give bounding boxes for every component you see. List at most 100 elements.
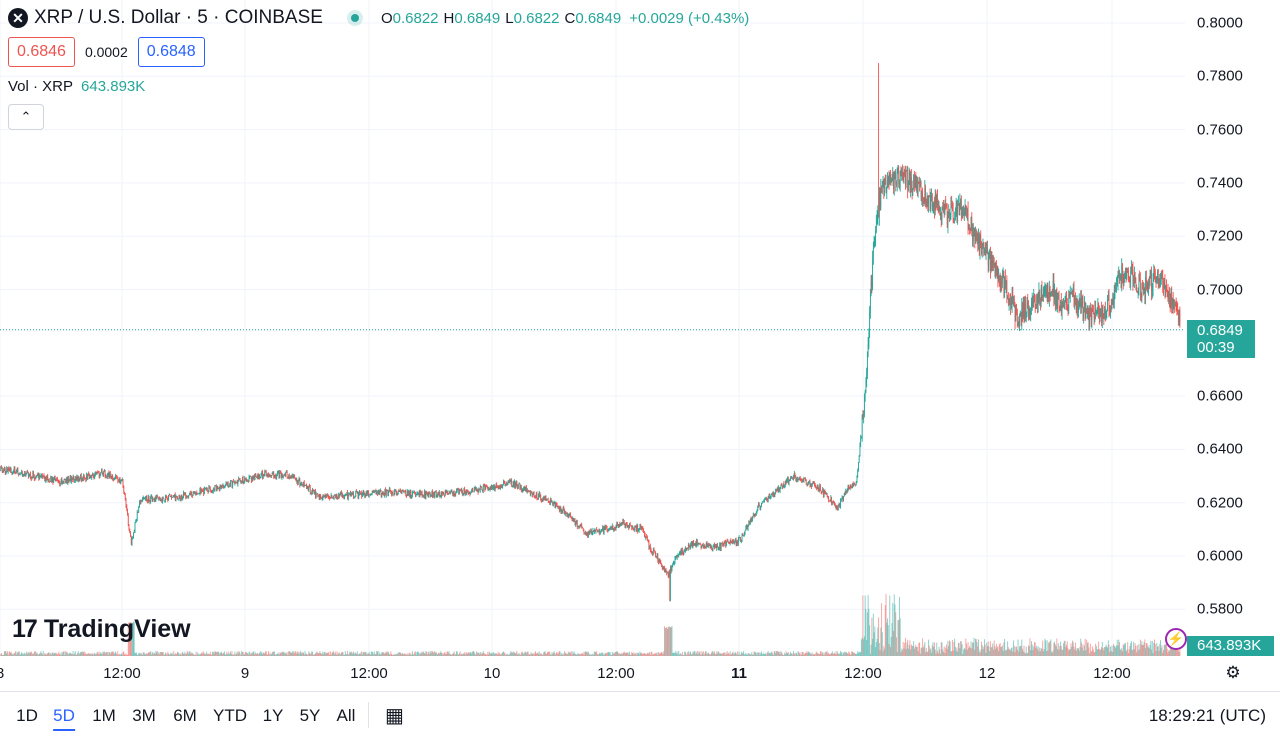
volume-bar xyxy=(276,653,278,656)
volume-bar xyxy=(684,651,686,656)
candle-body xyxy=(585,532,586,534)
candle-body xyxy=(1113,297,1114,305)
volume-bar xyxy=(1074,649,1076,656)
candle-body xyxy=(74,481,75,482)
price-chart[interactable] xyxy=(0,0,1280,690)
volume-bar xyxy=(789,653,791,656)
volume-bar xyxy=(973,637,975,656)
market-status-icon[interactable] xyxy=(350,14,359,22)
collapse-legend-button[interactable]: ⌃ xyxy=(8,104,44,130)
candle-body xyxy=(1100,310,1102,315)
volume-legend[interactable]: Vol · XRP 643.893K xyxy=(8,78,145,95)
tradingview-logo[interactable]: 17 TradingView xyxy=(12,615,191,644)
volume-bar xyxy=(596,654,598,656)
volume-bar xyxy=(586,651,588,656)
volume-bar xyxy=(50,652,52,656)
volume-bar xyxy=(284,653,286,656)
timeframe-1m-button[interactable]: 1M xyxy=(92,706,116,725)
volume-bar xyxy=(61,654,63,656)
volume-bar xyxy=(661,652,663,656)
volume-bar xyxy=(45,654,47,656)
candle-body xyxy=(195,492,197,495)
utc-clock[interactable]: 18:29:21 (UTC) xyxy=(1148,706,1266,725)
volume-bar xyxy=(710,654,712,656)
timeframe-1d-button[interactable]: 1D xyxy=(16,706,38,725)
volume-bar xyxy=(534,651,536,656)
candle-body xyxy=(430,495,432,496)
timeframe-3m-button[interactable]: 3M xyxy=(132,706,156,725)
timeframe-6m-button[interactable]: 6M xyxy=(173,706,197,725)
volume-bar xyxy=(335,654,337,656)
sell-price-button[interactable]: 0.6846 xyxy=(8,37,75,67)
volume-bar xyxy=(1065,646,1067,656)
candle-body xyxy=(382,491,384,494)
candle-body xyxy=(304,485,306,486)
volume-bar xyxy=(859,652,861,656)
candle-body xyxy=(676,556,677,558)
volume-bar xyxy=(147,653,149,656)
volume-bar xyxy=(1089,653,1091,656)
volume-bar xyxy=(376,651,378,656)
volume-value: 643.893K xyxy=(81,78,146,95)
chevron-up-icon: ⌃ xyxy=(20,109,32,124)
volume-bar xyxy=(1028,646,1030,656)
volume-bar xyxy=(897,619,899,656)
volume-bar xyxy=(405,654,407,656)
candle-body xyxy=(297,480,299,484)
volume-bar xyxy=(1095,645,1097,656)
candle-body xyxy=(1079,301,1081,307)
volume-bar xyxy=(489,652,491,656)
candle-body xyxy=(378,491,380,494)
volume-bar xyxy=(1026,653,1028,656)
volume-bar xyxy=(751,652,753,656)
volume-bar xyxy=(129,622,131,656)
volume-bar xyxy=(749,654,751,656)
settings-gear-icon[interactable]: ⚙ xyxy=(1225,663,1241,682)
volume-bar xyxy=(760,651,762,656)
volume-bar xyxy=(1041,649,1043,656)
volume-bar xyxy=(161,652,163,656)
timeframe-ytd-button[interactable]: YTD xyxy=(213,706,247,725)
volume-bar xyxy=(395,654,397,656)
symbol-title[interactable]: XRP / U.S. Dollar · 5 · COINBASE xyxy=(34,7,323,28)
volume-bar xyxy=(297,651,299,656)
candle-body xyxy=(1169,300,1171,305)
volume-bar xyxy=(173,651,175,656)
volume-bar xyxy=(874,626,876,656)
candle-body xyxy=(1037,294,1038,306)
volume-bar xyxy=(262,654,264,656)
volume-bar xyxy=(853,653,855,656)
volume-bar xyxy=(511,652,513,656)
candle-body xyxy=(64,478,66,480)
candle-body xyxy=(1127,270,1129,272)
volume-bar xyxy=(145,653,147,656)
timeframe-5y-button[interactable]: 5Y xyxy=(299,706,321,725)
volume-bar xyxy=(956,647,958,656)
volume-bar xyxy=(65,652,67,656)
go-to-date-icon[interactable]: ▦ xyxy=(385,705,404,727)
volume-bar xyxy=(753,651,755,656)
timeframe-5d-button[interactable]: 5D xyxy=(53,706,75,731)
candle-body xyxy=(525,487,527,490)
volume-bar xyxy=(601,652,603,656)
volume-bar xyxy=(354,652,356,656)
candle-body xyxy=(63,479,65,483)
candle-body xyxy=(1044,289,1046,291)
volume-bar xyxy=(843,652,845,656)
volume-bar xyxy=(696,652,698,656)
volume-bar xyxy=(1055,646,1057,656)
volume-bar xyxy=(1129,645,1131,656)
volume-bar xyxy=(100,653,102,656)
buy-price-button[interactable]: 0.6848 xyxy=(137,37,205,67)
volume-bar xyxy=(3,654,5,656)
volume-bar xyxy=(185,654,187,656)
volume-bar xyxy=(1154,639,1156,656)
lightning-icon[interactable]: ⚡ xyxy=(1165,628,1187,650)
timeframe-all-button[interactable]: All xyxy=(336,706,356,725)
volume-bar xyxy=(463,653,465,656)
volume-bar xyxy=(707,653,709,656)
timeframe-1y-button[interactable]: 1Y xyxy=(262,706,284,725)
volume-bar xyxy=(824,654,826,656)
candle-body xyxy=(1080,298,1082,307)
candle-body xyxy=(529,491,531,495)
